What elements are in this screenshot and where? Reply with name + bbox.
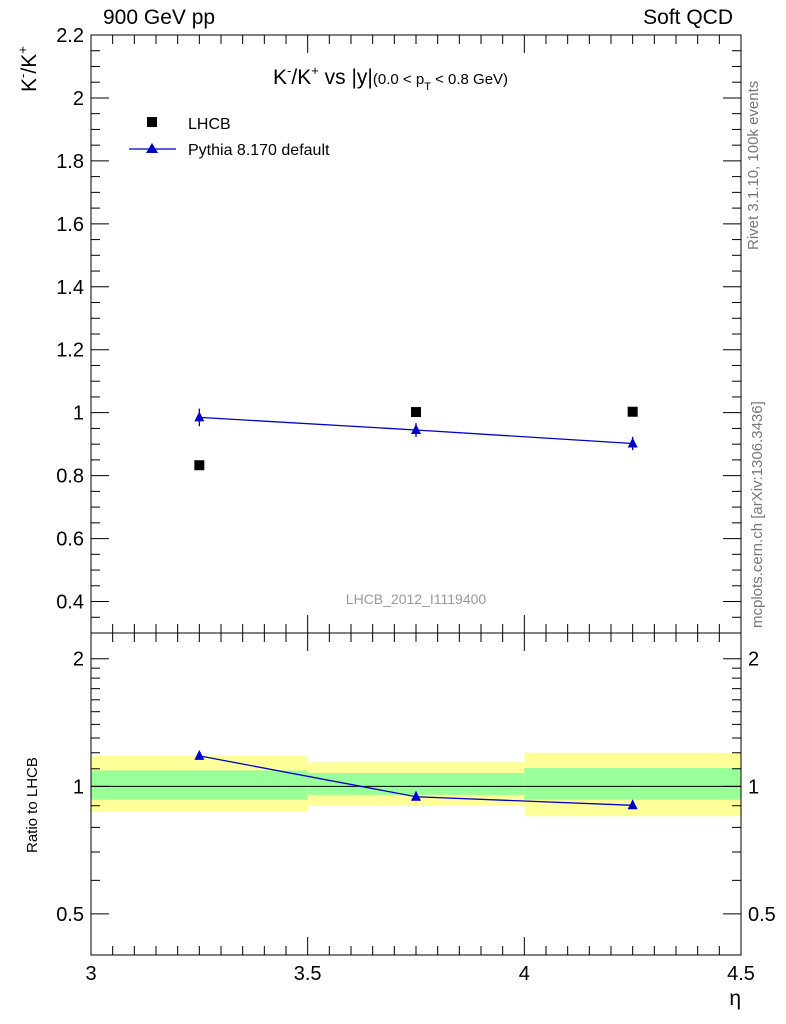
y-tick-label: 1.4 <box>56 277 84 299</box>
ratio-band-inner <box>307 773 525 795</box>
y-tick-label: 2 <box>73 88 84 110</box>
ratio-point-pythia <box>411 790 421 801</box>
ratio-y-tick-label: 1 <box>748 776 759 798</box>
y-axis-label: K-/K+ <box>15 46 41 92</box>
ratio-band-inner <box>524 767 741 800</box>
ratio-y-tick-label: 2 <box>73 649 84 671</box>
y-tick-label: 1 <box>73 403 84 425</box>
ratio-point-pythia <box>627 799 638 810</box>
x-tick-label: 4 <box>519 963 530 985</box>
y-tick-label: 1.2 <box>56 340 84 362</box>
ratio-point-pythia <box>194 749 205 760</box>
ratio-y-tick-label: 1 <box>73 776 84 798</box>
ratio-bands <box>91 752 741 817</box>
data-marks <box>194 406 638 810</box>
y-tick-label: 2.2 <box>56 25 84 47</box>
x-tick-label: 4.5 <box>727 963 755 985</box>
legend-marker-lhcb <box>147 117 157 127</box>
ratio-y-tick-label: 2 <box>748 649 759 671</box>
header-category-label: Soft QCD <box>643 6 733 29</box>
data-point-pythia <box>411 423 421 434</box>
legend-label-pythia: Pythia 8.170 default <box>188 142 330 159</box>
y-tick-label: 0.6 <box>56 529 84 551</box>
data-point-lhcb <box>627 406 638 417</box>
data-point-lhcb <box>411 407 421 418</box>
x-tick-label: 3 <box>85 963 96 985</box>
x-axis-label: η <box>729 987 741 1010</box>
data-point-pythia <box>194 411 205 422</box>
ratio-y-axis-label: Ratio to LHCB <box>24 757 41 853</box>
y-tick-label: 0.4 <box>56 592 84 614</box>
analysis-watermark: LHCB_2012_I1119400 <box>346 591 487 607</box>
y-tick-label: 0.8 <box>56 466 84 488</box>
data-point-lhcb <box>194 460 205 471</box>
x-tick-label: 3.5 <box>294 963 322 985</box>
legend-marker-pythia <box>146 143 158 153</box>
header-process-label: 900 GeV pp <box>103 6 216 29</box>
data-point-pythia <box>627 437 638 448</box>
legend-label-lhcb: LHCB <box>188 116 231 133</box>
y-tick-label: 1.6 <box>56 214 84 236</box>
legend: LHCB Pythia 8.170 default <box>129 116 330 159</box>
ratio-y-tick-label: 0.5 <box>748 904 776 926</box>
plot-title: K-/K+ vs |y|(0.0 < pT < 0.8 GeV) <box>273 63 508 93</box>
axis-ticks: 0.4 0.6 0.8 1 1.2 1.4 1.6 1.8 2 2.2 0.5 0.5 1 1 2 2 3 3.5… <box>56 25 776 985</box>
ratio-y-tick-label: 0.5 <box>56 904 84 926</box>
ratio-band-inner <box>91 770 308 800</box>
y-tick-label: 1.8 <box>56 151 84 173</box>
